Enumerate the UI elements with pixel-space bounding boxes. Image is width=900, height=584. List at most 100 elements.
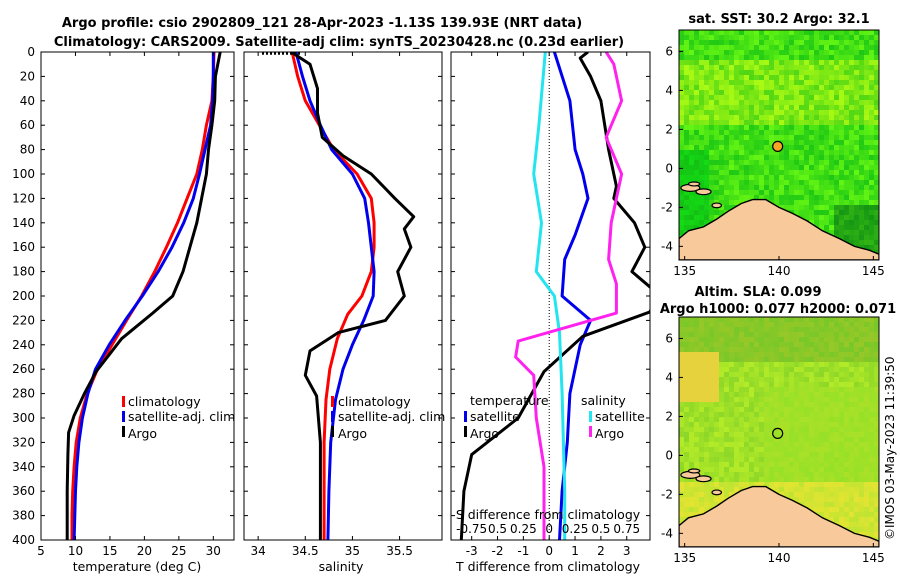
map-cell [679, 347, 685, 353]
map-cell [799, 467, 805, 473]
map-cell [834, 437, 840, 443]
map-cell [689, 60, 695, 66]
map-cell [799, 40, 805, 46]
map-cell [689, 195, 695, 201]
map-cell [774, 427, 780, 433]
map-cell [794, 317, 800, 323]
map-cell [874, 130, 879, 136]
map-cell [699, 110, 705, 116]
map-cell [839, 517, 845, 523]
map-cell [704, 135, 710, 141]
map-cell [729, 437, 735, 443]
map-cell [874, 467, 879, 473]
map-cell [774, 387, 780, 393]
map-cell [834, 317, 840, 323]
map-cell [699, 372, 705, 378]
map-cell [739, 115, 745, 121]
map-cell [734, 337, 740, 343]
map-cell [794, 80, 800, 86]
map-cell [819, 140, 825, 146]
map-cell [844, 155, 850, 161]
map-cell [804, 215, 810, 221]
map-cell [819, 327, 825, 333]
map-cell [799, 397, 805, 403]
map-cell [819, 35, 825, 41]
map-cell [699, 447, 705, 453]
map-cell [819, 225, 825, 231]
map-cell [784, 200, 790, 206]
map-cell [794, 75, 800, 81]
map-cell [844, 125, 850, 131]
map-cell [784, 357, 790, 363]
map-cell [759, 457, 765, 463]
map-cell [834, 432, 840, 438]
map-cell [809, 215, 815, 221]
map-cell [859, 140, 865, 146]
map-cell [759, 337, 765, 343]
map-cell [834, 367, 840, 373]
map-cell [759, 427, 765, 433]
map-cell [684, 482, 690, 488]
map-cell [869, 220, 875, 226]
map-cell [809, 377, 815, 383]
map-cell [784, 40, 790, 46]
map-cell [734, 477, 740, 483]
map-cell [689, 120, 695, 126]
map-cell [739, 322, 745, 328]
map-cell [784, 407, 790, 413]
map-cell [809, 322, 815, 328]
map-cell [869, 80, 875, 86]
map-cell [819, 70, 825, 76]
map-cell [874, 140, 879, 146]
map-cell [804, 60, 810, 66]
map-cell [754, 477, 760, 483]
map-cell [849, 50, 855, 56]
map-cell [849, 507, 855, 513]
map-cell [784, 402, 790, 408]
map-cell [809, 342, 815, 348]
map-cell [729, 105, 735, 111]
map-cell [679, 442, 685, 448]
map-cell [844, 75, 850, 81]
map-cell [764, 190, 770, 196]
map-cell [849, 100, 855, 106]
map-cell [719, 397, 725, 403]
map-cell [759, 40, 765, 46]
map-cell [714, 407, 720, 413]
map-cell [759, 462, 765, 468]
map-cell [689, 65, 695, 71]
map-cell [774, 477, 780, 483]
map-cell [709, 195, 715, 201]
map-cell [849, 437, 855, 443]
map-cell [829, 502, 835, 508]
map-cell [744, 427, 750, 433]
map-cell [684, 220, 690, 226]
map-cell [799, 150, 805, 156]
map-cell [864, 175, 870, 181]
map-cell [719, 145, 725, 151]
map-cell [754, 40, 760, 46]
map-cell [679, 35, 685, 41]
map-cell [689, 417, 695, 423]
map-cell [824, 392, 830, 398]
map-cell [784, 487, 790, 493]
map-cell [839, 317, 845, 323]
map-cell [734, 382, 740, 388]
map-cell [744, 432, 750, 438]
map-cell [699, 452, 705, 458]
map-cell [854, 205, 860, 211]
map-cell [824, 215, 830, 221]
map-cell [779, 70, 785, 76]
map-cell [779, 120, 785, 126]
map-cell [784, 75, 790, 81]
map-cell [699, 417, 705, 423]
map-cell [704, 462, 710, 468]
map-cell [689, 190, 695, 196]
map-cell [814, 452, 820, 458]
map-cell [729, 357, 735, 363]
map-cell [824, 482, 830, 488]
map-cell [784, 367, 790, 373]
map-cell [859, 155, 865, 161]
map-cell [849, 517, 855, 523]
map-cell [739, 95, 745, 101]
